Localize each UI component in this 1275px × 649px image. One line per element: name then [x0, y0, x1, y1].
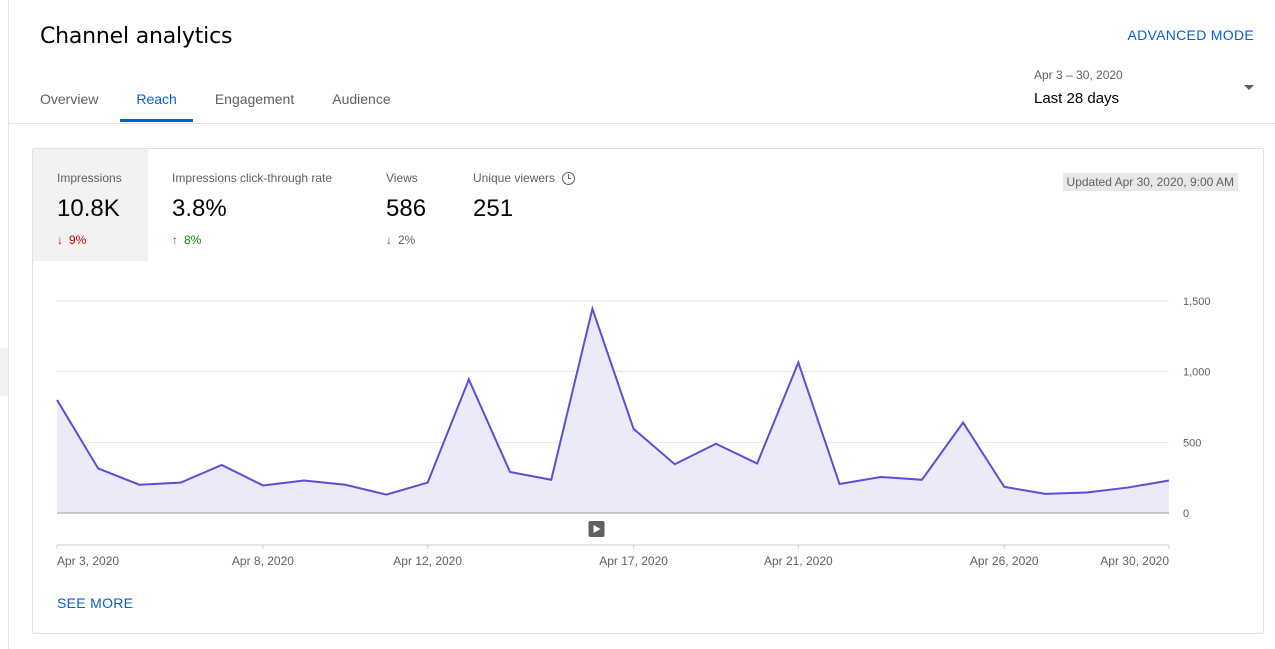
arrow-down-icon: ↓ [386, 233, 392, 247]
x-tick-label: Apr 21, 2020 [764, 554, 833, 568]
date-range-dropdown[interactable]: Apr 3 – 30, 2020 Last 28 days [1034, 68, 1258, 107]
advanced-mode-button[interactable]: ADVANCED MODE [1127, 27, 1254, 43]
updated-timestamp: Updated Apr 30, 2020, 9:00 AM [1062, 173, 1238, 191]
date-range-label: Last 28 days [1034, 90, 1120, 107]
metric-change-value: 2% [398, 233, 416, 247]
tab-bar: Overview Reach Engagement Audience [24, 76, 413, 124]
metric-value: 3.8% [172, 195, 227, 222]
metric-impressions[interactable]: Impressions 10.8K ↓ 9% [33, 149, 148, 261]
metric-label: Views [386, 171, 418, 185]
metric-change-value: 8% [184, 233, 202, 247]
metric-value: 10.8K [57, 195, 120, 222]
metric-label: Unique viewers [473, 171, 599, 185]
impressions-chart: 0 500 1,000 1,500 Apr 3, 2020 Apr 8, 2020 Apr … [56, 296, 1211, 568]
metric-views[interactable]: Views 586 ↓ 2% [362, 149, 448, 261]
tab-reach[interactable]: Reach [120, 76, 193, 122]
left-border [8, 0, 9, 649]
y-tick-label: 1,500 [1183, 296, 1211, 308]
play-icon [593, 525, 601, 533]
metric-change: ↑ 8% [172, 233, 362, 247]
x-tick-label: Apr 17, 2020 [599, 554, 668, 568]
x-tick-label: Apr 26, 2020 [970, 554, 1039, 568]
y-tick-label: 1,000 [1183, 367, 1211, 379]
clock-icon [562, 171, 576, 185]
y-tick-label: 500 [1183, 437, 1201, 449]
x-tick-label: Apr 12, 2020 [393, 554, 462, 568]
metric-value: 586 [386, 195, 427, 222]
sidebar-edge [0, 348, 8, 396]
caret-down-icon [1244, 85, 1254, 90]
see-more-link[interactable]: SEE MORE [57, 595, 134, 611]
metric-label: Impressions [57, 171, 122, 185]
page-title: Channel analytics [40, 24, 233, 49]
arrow-down-icon: ↓ [57, 233, 63, 247]
series-line [56, 305, 1170, 496]
reach-card: Impressions 10.8K ↓ 9% Impressions click… [32, 148, 1264, 634]
y-tick-label: 0 [1183, 508, 1189, 520]
metric-change: ↓ 9% [57, 233, 148, 247]
tab-engagement[interactable]: Engagement [214, 91, 295, 107]
x-tick-label: Apr 3, 2020 [57, 554, 119, 568]
series-area [57, 308, 1169, 513]
metric-label-text: Unique viewers [473, 171, 556, 185]
header-divider [8, 123, 1275, 124]
tab-audience[interactable]: Audience [332, 91, 391, 107]
metric-change: ↓ 2% [386, 233, 448, 247]
date-range-text: Apr 3 – 30, 2020 [1034, 68, 1123, 82]
arrow-up-icon: ↑ [172, 233, 178, 247]
metric-ctr[interactable]: Impressions click-through rate 3.8% ↑ 8% [148, 149, 362, 261]
metric-change-value: 9% [69, 233, 87, 247]
metric-label: Impressions click-through rate [172, 171, 333, 185]
x-tick-label: Apr 30, 2020 [1100, 554, 1169, 568]
metric-unique-viewers[interactable]: Unique viewers 251 [449, 149, 599, 261]
x-tick-label: Apr 8, 2020 [232, 554, 294, 568]
tab-overview[interactable]: Overview [40, 91, 99, 107]
metric-value: 251 [473, 195, 514, 222]
